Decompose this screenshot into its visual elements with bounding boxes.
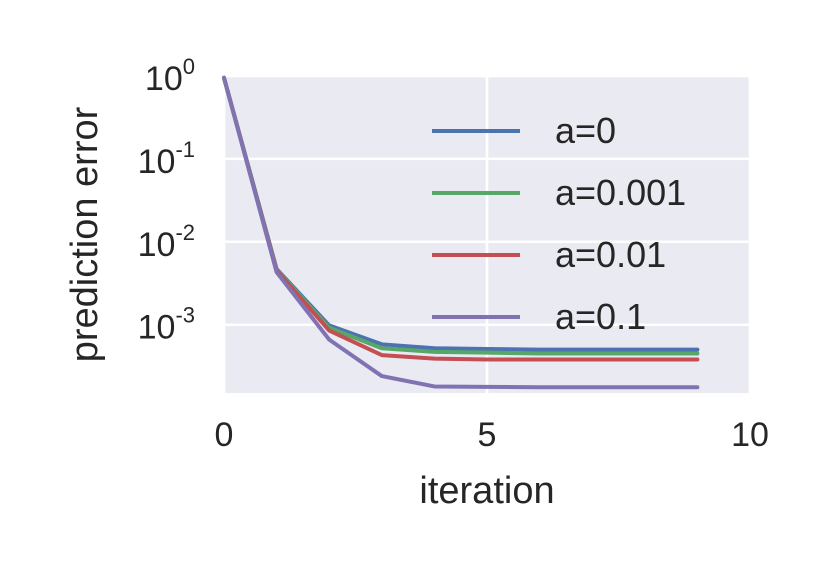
x-tick-labels: 0 5 10: [215, 416, 769, 454]
x-tick-label-2: 10: [731, 416, 769, 454]
legend-label-3: a=0.1: [555, 296, 646, 337]
y-axis-label: prediction error: [64, 106, 106, 362]
legend-label-1: a=0.001: [555, 172, 686, 213]
y-tick-label-0: 100: [145, 54, 195, 98]
series-line-3: [222, 75, 700, 390]
grid-lines: [222, 74, 752, 393]
x-tick-label-1: 5: [478, 416, 497, 454]
x-axis-label: iteration: [419, 470, 554, 512]
legend-label-2: a=0.01: [555, 234, 666, 275]
y-tick-label-3: 10-3: [138, 303, 195, 347]
series-line-2: [222, 75, 700, 362]
y-tick-label-2: 10-2: [138, 220, 195, 264]
legend: a=0 a=0.001 a=0.01 a=0.1: [432, 110, 686, 337]
x-tick-label-0: 0: [215, 416, 234, 454]
series-lines: [222, 75, 700, 390]
y-tick-label-1: 10-1: [138, 137, 195, 181]
y-tick-labels: 100 10-1 10-2 10-3: [138, 54, 195, 347]
legend-label-0: a=0: [555, 110, 616, 151]
